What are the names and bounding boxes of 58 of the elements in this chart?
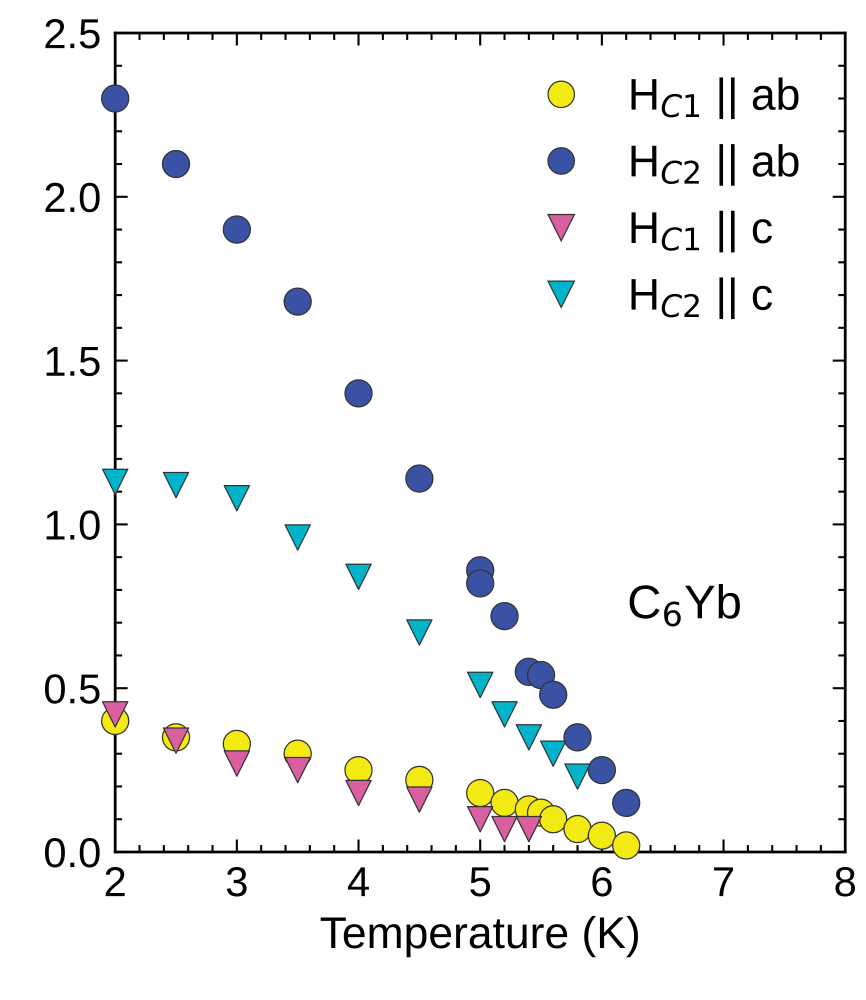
x-tick-label: 4 bbox=[348, 867, 369, 896]
x-tick-label: 6 bbox=[592, 866, 612, 896]
x-tick-label: 7 bbox=[714, 867, 734, 896]
annotation: C$_{6}$Yb bbox=[630, 584, 740, 626]
point bbox=[284, 756, 311, 784]
point bbox=[491, 701, 518, 728]
legend-label: H$_{C1}$ || ab bbox=[632, 77, 798, 120]
point bbox=[344, 379, 373, 408]
point bbox=[345, 780, 372, 806]
point bbox=[539, 680, 568, 709]
point bbox=[516, 724, 542, 751]
point bbox=[406, 619, 433, 646]
point bbox=[612, 788, 640, 818]
point bbox=[516, 816, 542, 842]
point bbox=[101, 84, 130, 113]
point bbox=[540, 740, 566, 767]
point bbox=[345, 564, 372, 590]
point bbox=[284, 287, 312, 316]
point bbox=[564, 763, 591, 790]
point bbox=[405, 464, 434, 493]
x-axis-title: Temperature (K) bbox=[320, 916, 638, 958]
point bbox=[490, 788, 519, 818]
point bbox=[162, 727, 190, 754]
point bbox=[466, 569, 494, 598]
point bbox=[466, 778, 494, 808]
point bbox=[222, 215, 252, 244]
point bbox=[491, 816, 518, 842]
y-tick-label: 0.0 bbox=[45, 838, 100, 868]
x-tick-label: 5 bbox=[470, 867, 490, 896]
point bbox=[284, 524, 311, 551]
point bbox=[162, 472, 190, 498]
point bbox=[539, 805, 568, 834]
point bbox=[490, 602, 519, 630]
point bbox=[224, 750, 250, 777]
legend-label: H$_{C2}$ || c bbox=[632, 277, 772, 320]
point bbox=[406, 786, 433, 813]
point bbox=[612, 831, 640, 860]
y-tick-label: 0.5 bbox=[45, 674, 100, 704]
x-tick-label: 3 bbox=[226, 866, 247, 896]
y-tick-label: 2.0 bbox=[45, 182, 100, 212]
legend-label: H$_{C1}$ || c bbox=[632, 210, 772, 252]
legend-label: H$_{C2}$ || ab bbox=[632, 144, 798, 186]
point bbox=[102, 468, 128, 496]
point bbox=[466, 806, 494, 832]
x-tick-label: 8 bbox=[835, 866, 855, 896]
x-tick-label: 2 bbox=[106, 866, 125, 896]
point bbox=[588, 756, 616, 784]
point bbox=[563, 814, 592, 844]
point bbox=[102, 701, 128, 728]
point bbox=[526, 660, 556, 690]
point bbox=[162, 150, 190, 178]
point bbox=[466, 672, 494, 698]
y-tick-label: 2.5 bbox=[45, 19, 100, 49]
point bbox=[588, 821, 616, 850]
point bbox=[563, 723, 592, 752]
point bbox=[224, 484, 250, 512]
y-tick-label: 1.5 bbox=[46, 347, 100, 376]
y-tick-label: 1.0 bbox=[46, 510, 100, 540]
